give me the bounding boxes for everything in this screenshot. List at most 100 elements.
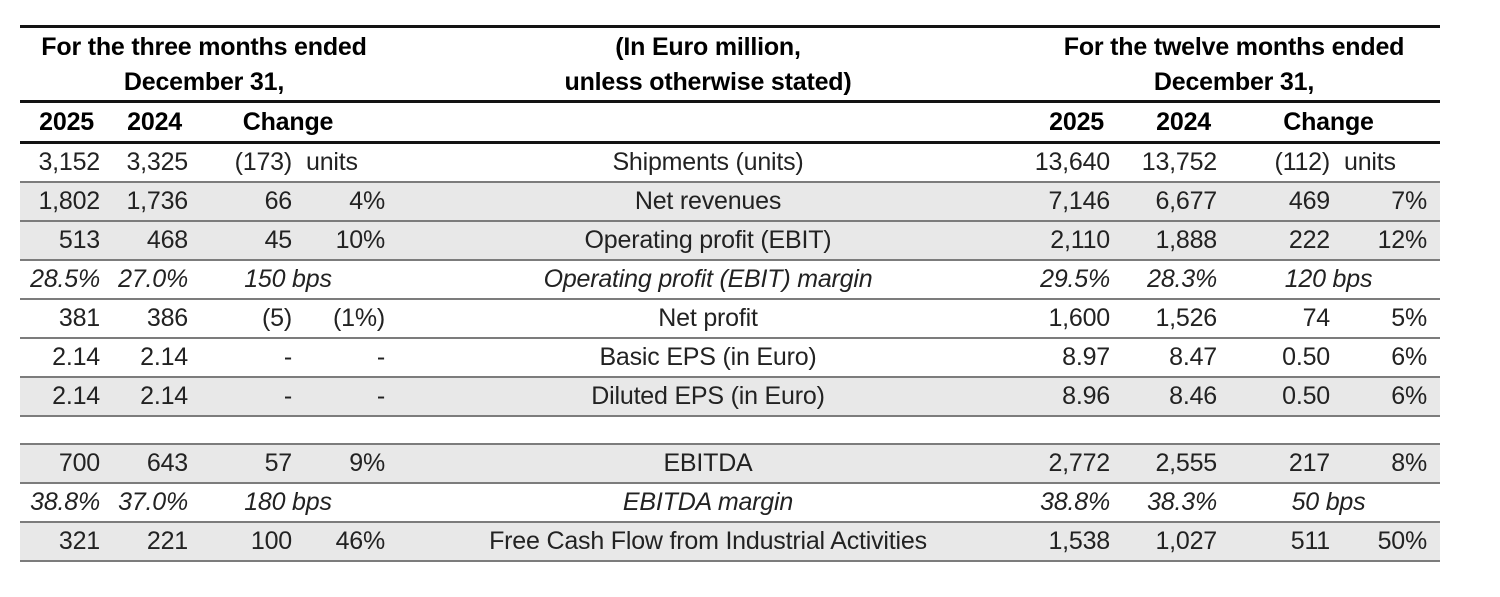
metric-label: Operating profit (EBIT) xyxy=(584,226,832,254)
q-2025-value: 1,802 xyxy=(38,187,100,215)
table-row-free-cash-flow: 321 221 100 46% Free Cash Flow from Indu… xyxy=(20,523,1440,562)
q-change-percent: 46% xyxy=(335,527,386,555)
unit-note-line1: (In Euro million, xyxy=(615,33,801,61)
q-2024-value: 386 xyxy=(146,304,188,332)
metric-label: Basic EPS (in Euro) xyxy=(599,343,817,371)
q-2025-value: 2.14 xyxy=(52,343,100,371)
table-row-net-profit: 381 386 (5) (1%) Net profit 1,600 1,526 … xyxy=(20,300,1440,339)
fy-change-value: 0.50 xyxy=(1282,382,1330,410)
fy-change-percent: 7% xyxy=(1391,187,1427,215)
fy-2025-value: 2,772 xyxy=(1048,449,1110,477)
fy-2025-value: 13,640 xyxy=(1034,148,1110,176)
col-header-q-2025: 2025 xyxy=(39,107,94,136)
metric-label: Diluted EPS (in Euro) xyxy=(591,382,825,410)
table-row-ebitda: 700 643 57 9% EBITDA 2,772 2,555 217 8% xyxy=(20,445,1440,484)
fy-change-percent: 6% xyxy=(1391,343,1427,371)
twelve-months-line1: For the twelve months ended xyxy=(1063,33,1405,61)
q-2024-value: 27.0% xyxy=(118,265,188,293)
q-change-value: (173) xyxy=(234,148,293,176)
q-2025-value: 38.8% xyxy=(30,488,100,516)
three-months-line1: For the three months ended xyxy=(41,33,367,61)
unit-note-line2: unless otherwise stated) xyxy=(564,68,852,96)
fy-change-value: 217 xyxy=(1288,449,1330,477)
col-header-fy-change: Change xyxy=(1283,107,1374,136)
fy-change-bps: 50 bps xyxy=(1291,488,1366,516)
fy-change-bps: 120 bps xyxy=(1284,265,1373,293)
metric-label: Free Cash Flow from Industrial Activitie… xyxy=(489,527,927,555)
financial-results-table: For the three months ended December 31, … xyxy=(20,25,1440,562)
fy-2025-value: 2,110 xyxy=(1050,226,1110,254)
fy-2024-value: 8.47 xyxy=(1169,343,1217,371)
column-header-row: 2025 2024 Change 2025 2024 Change xyxy=(20,103,1440,141)
q-change-percent: 9% xyxy=(349,449,385,477)
metric-label: Operating profit (EBIT) margin xyxy=(543,265,873,293)
spacer-row xyxy=(20,417,1440,445)
q-2025-value: 381 xyxy=(58,304,100,332)
table-row-operating-profit-margin: 28.5% 27.0% 150 bps Operating profit (EB… xyxy=(20,261,1440,300)
fy-2025-value: 8.97 xyxy=(1062,343,1110,371)
fy-2024-value: 8.46 xyxy=(1169,382,1217,410)
table-row-diluted-eps: 2.14 2.14 - - Diluted EPS (in Euro) 8.96… xyxy=(20,378,1440,417)
fy-change-value: 74 xyxy=(1302,304,1331,332)
q-2024-value: 468 xyxy=(146,226,188,254)
q-2025-value: 700 xyxy=(58,449,100,477)
q-2025-value: 2.14 xyxy=(52,382,100,410)
fy-2024-value: 1,888 xyxy=(1155,226,1217,254)
q-change-bps: 150 bps xyxy=(244,265,332,293)
fy-change-value: 511 xyxy=(1290,527,1330,555)
fy-change-value: 469 xyxy=(1288,187,1330,215)
three-months-period-header: For the three months ended December 31, xyxy=(20,30,388,100)
fy-2025-value: 1,600 xyxy=(1048,304,1110,332)
q-change-percent: (1%) xyxy=(333,304,385,332)
q-change-value: 66 xyxy=(264,187,293,215)
period-header-row: For the three months ended December 31, … xyxy=(20,28,1440,100)
fy-change-value: (112) xyxy=(1274,148,1330,176)
table-top-rule xyxy=(20,25,1440,28)
fy-2024-value: 13,752 xyxy=(1141,148,1217,176)
q-2024-value: 2.14 xyxy=(140,382,188,410)
q-2024-value: 3,325 xyxy=(126,148,188,176)
q-2025-value: 321 xyxy=(58,527,100,555)
fy-change-unit-suffix: units xyxy=(1344,148,1396,176)
q-2025-value: 513 xyxy=(58,226,100,254)
q-2025-value: 28.5% xyxy=(30,265,100,293)
fy-2024-value: 38.3% xyxy=(1147,488,1217,516)
table-row-ebitda-margin: 38.8% 37.0% 180 bps EBITDA margin 38.8% … xyxy=(20,484,1440,523)
q-2024-value: 221 xyxy=(146,527,188,555)
fy-2024-value: 28.3% xyxy=(1147,265,1217,293)
metric-label: EBITDA xyxy=(663,449,753,477)
q-change-percent: - xyxy=(376,343,385,371)
fy-2025-value: 8.96 xyxy=(1062,382,1110,410)
q-2024-value: 2.14 xyxy=(140,343,188,371)
q-change-percent: - xyxy=(376,382,385,410)
q-2024-value: 37.0% xyxy=(118,488,188,516)
fy-change-percent: 8% xyxy=(1391,449,1427,477)
fy-change-percent: 50% xyxy=(1377,527,1428,555)
header-rule xyxy=(20,100,1440,103)
fy-2025-value: 1,538 xyxy=(1048,527,1110,555)
column-header-rule xyxy=(20,141,1440,144)
unit-note-header: (In Euro million, unless otherwise state… xyxy=(388,30,1028,100)
col-header-q-2024: 2024 xyxy=(127,107,182,136)
col-header-fy-2024: 2024 xyxy=(1156,107,1211,136)
col-header-fy-2025: 2025 xyxy=(1049,107,1104,136)
fy-change-percent: 5% xyxy=(1391,304,1427,332)
fy-change-value: 222 xyxy=(1288,226,1330,254)
q-2024-value: 643 xyxy=(146,449,188,477)
q-change-value: (5) xyxy=(262,304,292,332)
metric-label: Net profit xyxy=(658,304,758,332)
q-2025-value: 3,152 xyxy=(38,148,100,176)
fy-2024-value: 6,677 xyxy=(1155,187,1217,215)
table-row-net-revenues: 1,802 1,736 66 4% Net revenues 7,146 6,6… xyxy=(20,183,1440,222)
twelve-months-period-header: For the twelve months ended December 31, xyxy=(1028,30,1440,100)
fy-2024-value: 1,027 xyxy=(1155,527,1217,555)
table-row-basic-eps: 2.14 2.14 - - Basic EPS (in Euro) 8.97 8… xyxy=(20,339,1440,378)
q-2024-value: 1,736 xyxy=(126,187,188,215)
q-change-bps: 180 bps xyxy=(244,488,332,516)
fy-2024-value: 2,555 xyxy=(1155,449,1217,477)
fy-2025-value: 29.5% xyxy=(1040,265,1110,293)
q-change-value: 100 xyxy=(250,527,292,555)
metric-label: Net revenues xyxy=(634,187,782,215)
q-change-value: - xyxy=(283,382,292,410)
q-change-percent: 4% xyxy=(349,187,385,215)
